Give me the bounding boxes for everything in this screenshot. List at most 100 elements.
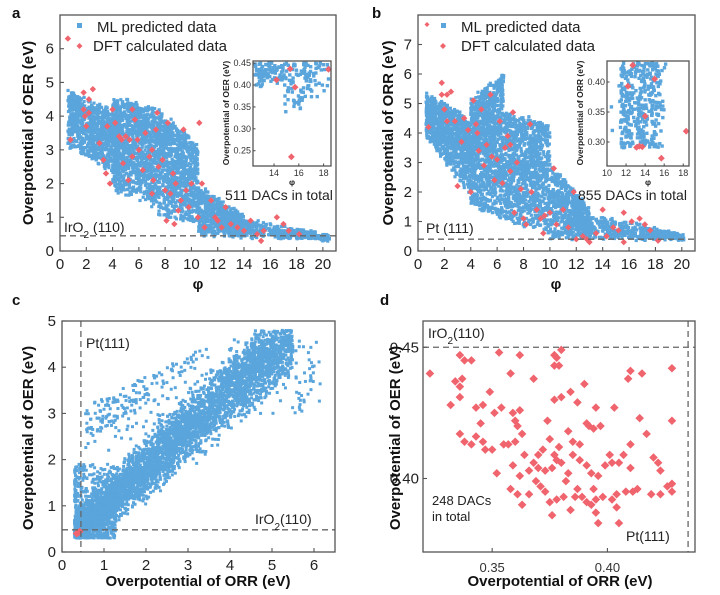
ml-point [159,205,163,210]
ml-point [102,134,107,138]
ml-point [167,200,171,204]
dft-point [89,85,97,93]
ml-point [69,99,74,104]
ml-point [121,178,125,183]
ml-point [241,220,246,224]
ml-point [120,123,124,127]
ml-point [81,136,85,140]
ml-point [136,164,140,168]
ml-point [239,236,243,240]
inset-ml-point [304,73,309,77]
ml-point [140,181,144,185]
ml-point [114,151,118,155]
ml-point [439,117,443,121]
ml-point [108,122,112,126]
ml-point [130,115,134,119]
ml-point [79,142,83,147]
ml-point [184,158,188,163]
ml-point [193,164,197,169]
ml-point [150,127,154,131]
ml-point [116,161,120,165]
annotation-total-a: 511 DACs in total [225,187,333,203]
ml-point [170,130,174,134]
ml-point [92,116,96,120]
ml-point [136,131,141,135]
ml-point [120,132,124,136]
ml-point [131,136,135,140]
ml-point [143,123,147,127]
ml-point [196,210,200,214]
ml-point [138,182,142,186]
ml-point [430,129,435,133]
inset-dft-series-a [273,65,332,161]
ml-point [209,227,213,231]
ml-point [180,180,184,184]
ml-point [93,121,97,125]
x-ticks-a: 0 2 4 6 8 10 12 14 16 18 20 [56,247,331,273]
ml-point [194,154,198,159]
ml-point [193,178,197,182]
ml-point [77,144,81,149]
ml-point [445,114,449,118]
ml-point [111,126,116,130]
dft-point [134,136,141,143]
ml-point [115,166,119,171]
ml-point [454,164,458,169]
ml-point [212,212,217,216]
ml-point [252,233,256,237]
dft-point [169,170,177,177]
ml-point [170,181,174,186]
inset-ml-point [283,83,287,87]
ml-point [429,96,433,100]
ml-point [173,133,177,137]
ml-point [154,168,158,172]
ml-point [120,111,124,115]
ml-point [208,210,213,215]
dft-point [171,220,178,228]
ml-point [76,130,80,134]
ml-point [164,185,168,189]
ml-point [131,185,136,189]
ml-point [112,160,116,164]
ml-point [157,158,161,162]
dft-point [222,203,229,211]
ml-point [442,120,446,124]
ml-point [254,228,258,233]
dft-point [161,187,169,194]
ml-point [278,229,283,233]
ml-point [436,143,440,147]
ml-point [195,152,200,157]
ml-point [148,164,152,168]
ml-point [143,141,147,145]
ml-point [450,146,454,150]
ml-point [450,123,454,127]
ml-point [185,155,189,159]
ml-point [116,153,120,158]
ml-point [456,144,460,148]
ml-point [226,227,230,231]
ml-point [446,151,450,155]
y-tick-label: 2 [46,176,54,193]
ml-point [100,144,105,148]
ml-point [203,230,207,235]
inset-dft-point [273,76,280,84]
ml-point [180,165,185,170]
ml-point [308,233,312,237]
x-tick-label: 2 [82,256,90,273]
ml-point [424,100,429,105]
ml-point [67,133,71,137]
ml-point [159,117,163,121]
ml-point [122,106,127,110]
ml-point [102,162,107,166]
ml-point [133,109,137,113]
dft-point [257,237,265,245]
inset-dft-point [325,65,332,73]
ml-point [127,107,132,111]
ml-point [178,183,182,187]
inset-ml-point [287,78,292,83]
ml-point [158,213,162,217]
ml-point [127,186,131,190]
ml-point [153,135,158,139]
ml-point [118,110,123,114]
ml-point [204,216,208,220]
